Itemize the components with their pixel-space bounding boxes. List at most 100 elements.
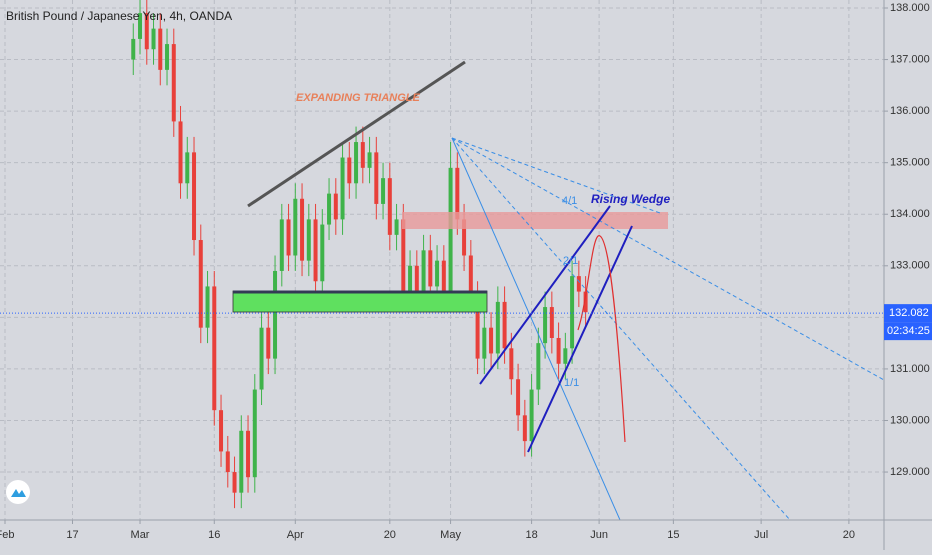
candle-body	[286, 219, 291, 256]
candle-body	[266, 327, 271, 359]
candle-body	[556, 337, 561, 364]
candle-body	[313, 219, 318, 282]
annotation: 4/1	[562, 195, 577, 207]
logo	[6, 480, 30, 504]
candle-body	[421, 250, 426, 292]
fan-line	[451, 137, 661, 214]
x-tick-label: Mar	[131, 529, 150, 541]
y-tick-label: 133.000	[890, 260, 930, 272]
candle-body	[482, 327, 487, 359]
candle-body	[300, 198, 305, 261]
candle-body	[549, 307, 554, 338]
candle-body	[367, 152, 372, 168]
y-tick-label: 134.000	[890, 208, 930, 220]
price-label-box	[884, 304, 932, 323]
candle-body	[529, 389, 534, 442]
x-tick-label: Feb	[0, 529, 14, 541]
x-tick-label: Jul	[754, 529, 768, 541]
candle-body	[171, 44, 176, 122]
x-tick-label: 17	[66, 529, 78, 541]
candle-body	[502, 301, 507, 349]
axes: 129.000130.000131.000132.000133.000134.0…	[0, 2, 932, 541]
candle-body	[320, 224, 325, 282]
x-tick-label: Jun	[590, 529, 608, 541]
candle-body	[327, 193, 332, 225]
candle-body	[178, 121, 183, 184]
countdown: 02:34:25	[887, 325, 930, 337]
fan-line	[451, 137, 791, 521]
candle-body	[212, 286, 217, 411]
candle-body	[138, 13, 143, 39]
candle-body	[259, 327, 264, 390]
candle-body	[192, 152, 197, 241]
logo-mark	[11, 489, 26, 497]
candle-body	[381, 178, 386, 204]
drawings	[6, 60, 885, 521]
candle-body	[387, 178, 392, 235]
support-zone	[232, 290, 488, 313]
candle-body	[374, 152, 379, 204]
candle-body	[205, 286, 210, 328]
price-label: 132.082	[889, 307, 929, 319]
chart-title: British Pound / Japanese Yen, 4h, OANDA	[6, 9, 232, 23]
candle-body	[185, 152, 190, 184]
candle-body	[273, 270, 278, 359]
candle-body	[536, 343, 541, 390]
wedge-line	[479, 205, 611, 385]
candle-body	[570, 276, 575, 349]
candle-body	[495, 301, 500, 354]
candle-body	[455, 167, 460, 220]
candle-body	[144, 13, 149, 50]
triangle-line	[247, 60, 466, 208]
candle-body	[441, 260, 446, 297]
y-tick-label: 130.000	[890, 414, 930, 426]
candle-body	[475, 296, 480, 359]
candle-body	[279, 219, 284, 271]
x-tick-label: 15	[667, 529, 679, 541]
y-tick-label: 138.000	[890, 2, 930, 14]
candle-body	[408, 265, 413, 297]
candle-body	[360, 142, 365, 168]
wedge-line	[527, 225, 633, 453]
candle-body	[340, 157, 345, 220]
candle-body	[165, 44, 170, 70]
candle-body	[306, 219, 311, 261]
y-tick-label: 131.000	[890, 363, 930, 375]
candle-body	[428, 250, 433, 287]
candle-body	[347, 157, 352, 184]
y-tick-label: 129.000	[890, 466, 930, 478]
x-tick-label: 18	[525, 529, 537, 541]
candle-body	[252, 389, 257, 478]
candle-body	[198, 240, 203, 328]
candle-body	[435, 260, 440, 287]
x-tick-label: Apr	[287, 529, 304, 541]
candle-body	[293, 198, 298, 256]
countdown-box	[884, 322, 932, 341]
candle-body	[583, 291, 588, 313]
candle-body	[131, 38, 136, 60]
candle-body	[158, 28, 163, 70]
candle-body	[576, 276, 581, 292]
fan-line	[451, 137, 885, 381]
y-tick-label: 135.000	[890, 157, 930, 169]
candle-body	[522, 415, 527, 442]
candle-body	[333, 193, 338, 220]
candle-body	[246, 430, 251, 478]
candle-body	[468, 255, 473, 297]
candle-body	[232, 472, 237, 493]
projection-path	[577, 235, 626, 443]
candle-body	[219, 410, 224, 452]
candle-body	[239, 430, 244, 493]
annotation: 2/1	[563, 255, 578, 267]
candle-body	[151, 28, 156, 50]
candle-body	[354, 142, 359, 184]
x-tick-label: May	[440, 529, 461, 541]
candle-body	[563, 348, 568, 364]
fan-line	[451, 137, 621, 521]
candle-body	[448, 167, 453, 297]
candle-body	[543, 307, 548, 344]
x-tick-label: 20	[384, 529, 396, 541]
candle-body	[489, 327, 494, 354]
